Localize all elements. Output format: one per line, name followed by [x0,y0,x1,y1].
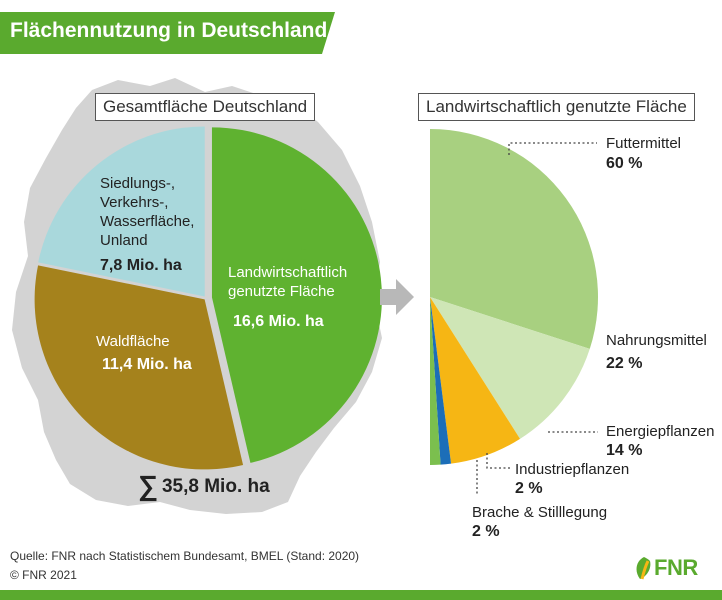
label-futtermittel: Futtermittel [606,135,682,152]
title-banner: Flächennutzung in Deutschland [0,12,335,54]
label-landwirtschaft: Landwirtschaftlich genutzte Fläche [228,264,348,300]
source-note: Quelle: FNR nach Statistischem Bundesamt… [10,549,360,563]
value-futtermittel: 60 % [606,155,643,172]
label-energiepflanzen: Energiepflanzen [606,423,715,440]
leader-lines [476,142,598,496]
fnr-logo-text: FNR [654,555,698,580]
right-pie-slice-industrie [430,297,452,465]
fnr-leaf-icon [636,557,651,580]
label-wald: Waldfläche [96,333,170,350]
title-banner-shape [0,12,335,54]
left-pie-slice-siedlung [38,126,205,297]
value-brache: 2 % [472,523,500,540]
left-chart-title: Gesamtfläche Deutschland [95,93,316,121]
right-pie-slice-brache [430,297,441,465]
right-pie-slice-futter [430,129,599,349]
value-siedlung: 7,8 Mio. ha [100,257,182,274]
arrow-icon [380,279,414,315]
left-pie [34,126,382,470]
copyright-note: © FNR 2021 [10,568,77,582]
total-sum: ∑ 35,8 Mio. ha [138,470,270,502]
page-title: Flächennutzung in Deutschland [10,19,328,42]
right-pie-slice-energie [430,297,521,464]
bottom-accent-bar [0,590,722,600]
leader-industriepflanzen [486,453,510,469]
value-wald: 11,4 Mio. ha [102,356,192,373]
sum-symbol: ∑ [138,470,158,501]
right-pie [430,129,599,465]
total-value: 35,8 Mio. ha [161,476,270,497]
left-pie-slice-landwirtschaft [211,127,382,463]
leader-futtermittel [508,142,597,155]
value-landwirtschaft: 16,6 Mio. ha [233,313,324,330]
label-brache: Brache & Stilllegung [472,504,608,521]
left-pie-slice-wald [34,265,244,470]
right-chart-title: Landwirtschaftlich genutzte Fläche [418,93,695,121]
value-nahrungsmittel: 22 % [606,355,643,372]
label-siedlung: Siedlungs-, Verkehrs-, Wasserfläche, Unl… [100,175,195,249]
fnr-logo: FNR [632,553,712,583]
label-industriepflanzen: Industriepflanzen [515,461,630,478]
label-nahrungsmittel: Nahrungsmittel [606,332,707,349]
value-energiepflanzen: 14 % [606,442,643,459]
right-pie-slice-nahrung [430,297,590,439]
value-industriepflanzen: 2 % [515,480,543,497]
